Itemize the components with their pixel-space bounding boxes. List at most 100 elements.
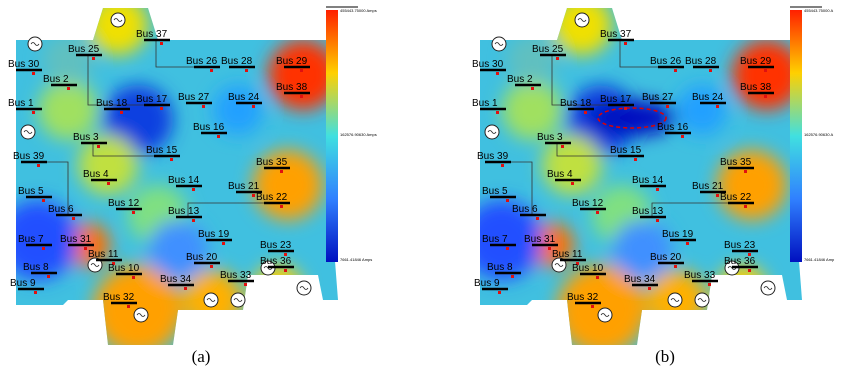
breaker	[34, 291, 37, 294]
bus-label: Bus 2	[43, 74, 69, 85]
breaker	[160, 107, 163, 110]
breaker	[202, 105, 205, 108]
bus-label: Bus 31	[524, 234, 556, 245]
breaker	[120, 111, 123, 114]
bus-label: Bus 3	[73, 132, 99, 143]
breaker	[184, 287, 187, 290]
breaker	[37, 164, 40, 167]
bus-label: Bus 24	[692, 92, 724, 103]
bus-label: Bus 25	[532, 44, 564, 55]
bus-label: Bus 15	[146, 145, 178, 156]
breaker	[244, 283, 247, 286]
breaker	[42, 199, 45, 202]
breaker	[496, 111, 499, 114]
bus-label: Bus 36	[724, 256, 756, 267]
bus-label: Bus 13	[168, 206, 200, 217]
breaker	[210, 69, 213, 72]
breaker	[716, 105, 719, 108]
bus-label: Bus 22	[256, 192, 288, 203]
breaker	[656, 188, 659, 191]
breaker	[132, 211, 135, 214]
bus-label: Bus 33	[684, 270, 716, 281]
breaker	[708, 283, 711, 286]
bus-label: Bus 11	[88, 249, 119, 260]
bus-label: Bus 14	[168, 175, 200, 186]
bus-label: Bus 28	[685, 56, 717, 67]
breaker	[624, 107, 627, 110]
breaker	[32, 72, 35, 75]
breaker	[511, 275, 514, 278]
bus-label: Bus 14	[632, 175, 664, 186]
breaker	[252, 105, 255, 108]
colorbar-label: 7661.41846 Amp	[804, 257, 835, 262]
bus-label: Bus 19	[198, 229, 230, 240]
breaker	[280, 205, 283, 208]
bus-label: Bus 11	[552, 249, 583, 260]
bus-label: Bus 4	[547, 169, 573, 180]
colorbar-label: 162576.90630 Amps	[340, 132, 377, 137]
bus-label: Bus 17	[600, 94, 632, 105]
breaker	[132, 276, 135, 279]
bus-label: Bus 10	[108, 263, 140, 274]
bus-label: Bus 8	[487, 262, 513, 273]
breaker	[666, 105, 669, 108]
breaker	[127, 305, 130, 308]
bus-label: Bus 39	[13, 151, 45, 162]
bus-label: Bus 10	[572, 263, 604, 274]
colorbar-label: 7661.41846 Amps	[340, 257, 372, 262]
breaker	[764, 95, 767, 98]
breaker	[556, 57, 559, 60]
breaker	[531, 87, 534, 90]
breaker	[624, 42, 627, 45]
colorbar-label: 162576.90630 A	[804, 132, 833, 137]
bus-label: Bus 4	[83, 169, 109, 180]
bus-label: Bus 29	[276, 56, 308, 67]
bus-label: Bus 25	[68, 44, 100, 55]
breaker	[648, 287, 651, 290]
bus-label: Bus 38	[740, 82, 772, 93]
bus-label: Bus 18	[96, 98, 128, 109]
breaker	[284, 269, 287, 272]
bus-label: Bus 9	[474, 278, 500, 289]
breaker	[674, 69, 677, 72]
bus-label: Bus 18	[560, 98, 592, 109]
breaker	[280, 170, 283, 173]
bus-label: Bus 37	[600, 29, 632, 40]
breaker	[192, 219, 195, 222]
figure: Bus 37Bus 25Bus 30Bus 26Bus 28Bus 29Bus …	[0, 0, 843, 373]
breaker	[596, 211, 599, 214]
bus-label: Bus 37	[136, 29, 168, 40]
breaker	[744, 205, 747, 208]
bus-label: Bus 27	[178, 92, 210, 103]
breaker	[744, 170, 747, 173]
bus-label: Bus 15	[610, 145, 642, 156]
bus-label: Bus 21	[692, 181, 724, 192]
breaker	[67, 87, 70, 90]
bus-label: Bus 7	[482, 234, 508, 245]
breaker	[210, 265, 213, 268]
breaker	[548, 247, 551, 250]
caption: (a)	[192, 347, 211, 366]
breaker	[501, 164, 504, 167]
breaker	[584, 111, 587, 114]
breaker	[748, 269, 751, 272]
breaker	[97, 145, 100, 148]
bus-label: Bus 36	[260, 256, 292, 267]
bus-label: Bus 5	[18, 186, 44, 197]
bus-label: Bus 38	[276, 82, 308, 93]
bus-label: Bus 21	[228, 181, 260, 192]
breaker	[561, 145, 564, 148]
bus-label: Bus 24	[228, 92, 260, 103]
breaker	[170, 158, 173, 161]
bus-label: Bus 26	[650, 56, 682, 67]
breaker	[217, 135, 220, 138]
breaker	[709, 69, 712, 72]
breaker	[222, 242, 225, 245]
breaker	[72, 217, 75, 220]
breaker	[681, 135, 684, 138]
bus-label: Bus 13	[632, 206, 664, 217]
bus-label: Bus 12	[108, 198, 140, 209]
bus-label: Bus 19	[662, 229, 694, 240]
bus-label: Bus 35	[720, 157, 752, 168]
